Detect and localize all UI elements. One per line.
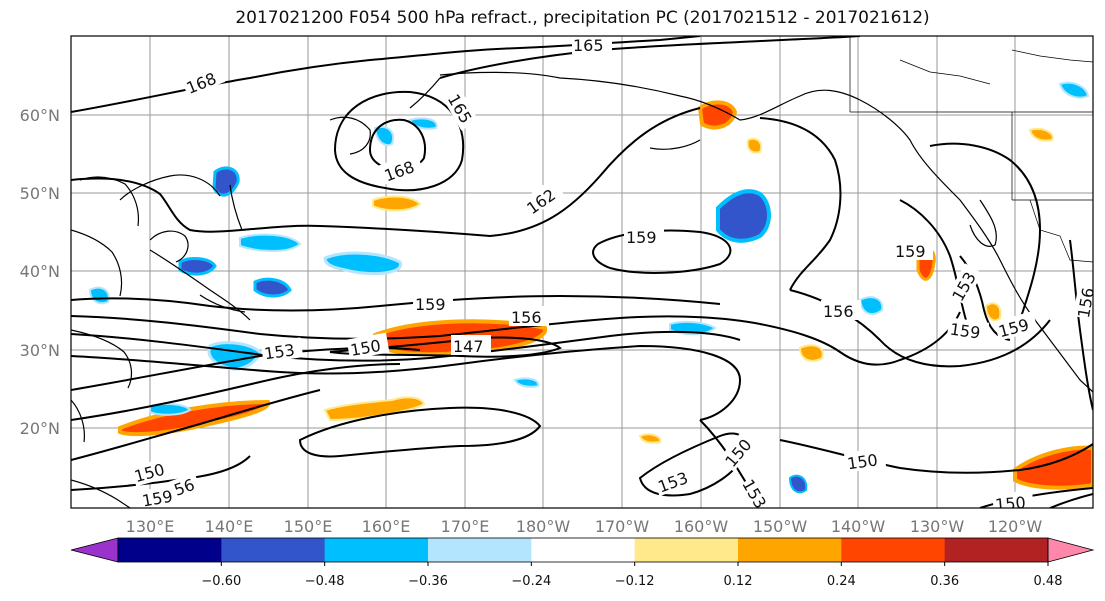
contour-153-south bbox=[71, 389, 321, 461]
contour-label: 150 bbox=[994, 493, 1026, 515]
contour-150 bbox=[71, 344, 742, 421]
colorbar-extend-min bbox=[70, 537, 119, 563]
colorbar-bin bbox=[221, 538, 326, 562]
contour-label: 159 bbox=[626, 228, 657, 247]
precip-patch-negative bbox=[858, 296, 884, 316]
precip-patch-positive bbox=[372, 195, 422, 212]
colorbar-tick-label: 0.12 bbox=[724, 574, 753, 589]
map-area bbox=[71, 36, 1093, 508]
contour-162-east bbox=[759, 117, 842, 291]
contour-150-tongue bbox=[298, 406, 542, 458]
lon-label: 140°W bbox=[831, 517, 886, 536]
colorbar-tick-label: −0.60 bbox=[201, 574, 241, 589]
contour-label: 147 bbox=[453, 337, 484, 356]
lon-label: 150°W bbox=[753, 517, 808, 536]
contour-east-1 bbox=[759, 311, 961, 366]
contour-165-north bbox=[439, 36, 861, 79]
precip-patch-negative bbox=[253, 277, 292, 298]
colorbar-tick-label: −0.36 bbox=[408, 574, 448, 589]
lon-label: 130°W bbox=[910, 517, 965, 536]
latitude-labels: 60°N 50°N 40°N 30°N 20°N bbox=[20, 106, 60, 438]
colorbar-bin bbox=[118, 538, 222, 562]
contour-168-low bbox=[333, 90, 465, 192]
lon-label: 140°E bbox=[205, 517, 254, 536]
precip-patch-positive bbox=[746, 137, 762, 154]
contour-label: 165 bbox=[573, 36, 604, 55]
colorbar bbox=[70, 537, 1095, 563]
precip-patch-positive bbox=[697, 100, 738, 130]
lon-label: 160°W bbox=[674, 517, 729, 536]
contour-label: 159 bbox=[949, 320, 982, 343]
lat-label: 40°N bbox=[20, 262, 60, 281]
colorbar-bin bbox=[324, 538, 429, 562]
colorbar-bin bbox=[634, 538, 739, 562]
precip-patch-positive bbox=[798, 344, 824, 362]
contour-east-4 bbox=[929, 142, 1042, 321]
colorbar-bin bbox=[841, 538, 946, 562]
lon-label: 170°E bbox=[441, 517, 490, 536]
contour-label: 153 bbox=[263, 340, 296, 363]
contour-156 bbox=[71, 315, 761, 340]
precip-patch-negative bbox=[716, 189, 771, 243]
colorbar-bin bbox=[531, 538, 636, 562]
colorbar-tick-label: −0.12 bbox=[615, 574, 655, 589]
map-title: 2017021200 F054 500 hPa refract., precip… bbox=[235, 8, 930, 28]
colorbar-tick-labels: −0.60 −0.48 −0.36 −0.24 −0.12 0.12 0.24 0.36 0.4… bbox=[201, 562, 1063, 589]
longitude-labels: 130°E 140°E 150°E 160°E 170°E 180°W 170°… bbox=[126, 517, 1043, 536]
lon-label: 180°W bbox=[516, 517, 571, 536]
precip-patch-positive bbox=[1028, 128, 1054, 142]
contour-label: 156 bbox=[511, 308, 542, 327]
colorbar-tick-label: −0.48 bbox=[305, 574, 345, 589]
precip-patch-negative bbox=[788, 474, 808, 494]
colorbar-extend-max bbox=[1047, 537, 1095, 563]
precip-patch-negative bbox=[373, 126, 394, 146]
lon-label: 150°E bbox=[284, 517, 333, 536]
lat-label: 60°N bbox=[20, 106, 60, 125]
precip-patch-negative bbox=[1058, 81, 1090, 99]
colorbar-bin bbox=[944, 538, 1049, 562]
precip-patch-negative bbox=[513, 377, 540, 388]
lat-label: 20°N bbox=[20, 419, 60, 438]
contour-label: 156 bbox=[823, 302, 854, 321]
contour-east-5 bbox=[1069, 239, 1093, 411]
lon-label: 120°W bbox=[988, 517, 1043, 536]
contour-label: 159 bbox=[895, 242, 926, 261]
colorbar-bin bbox=[738, 538, 842, 562]
lon-label: 160°E bbox=[362, 517, 411, 536]
colorbar-frame bbox=[117, 537, 1049, 563]
precip-patch-positive bbox=[638, 433, 662, 444]
precip-patch-positive bbox=[984, 302, 1002, 322]
lon-label: 130°E bbox=[126, 517, 175, 536]
colorbar-tick-label: 0.36 bbox=[930, 574, 959, 589]
contour-label: 159 bbox=[415, 295, 446, 314]
coastlines bbox=[71, 71, 1093, 508]
lon-label: 170°W bbox=[595, 517, 650, 536]
lat-label: 30°N bbox=[20, 341, 60, 360]
contour-159-west bbox=[71, 294, 721, 312]
contour-165-low bbox=[368, 118, 426, 171]
contour-label: 156 bbox=[1074, 286, 1098, 319]
contour-153 bbox=[71, 330, 741, 362]
contour-label: 150 bbox=[846, 450, 879, 473]
borders bbox=[849, 36, 1093, 263]
colorbar-tick-label: 0.24 bbox=[827, 574, 856, 589]
contour-150-se2 bbox=[1049, 493, 1093, 508]
colorbar-tick-label: −0.24 bbox=[511, 574, 551, 589]
contour-label: 159 bbox=[141, 487, 174, 511]
precip-patch-negative bbox=[323, 251, 403, 276]
contour-147 bbox=[329, 336, 562, 358]
colorbar-tick-label: 0.48 bbox=[1034, 574, 1063, 589]
precip-patch-positive bbox=[1013, 445, 1093, 490]
map-frame bbox=[70, 35, 1094, 509]
precip-patch-negative bbox=[239, 233, 302, 252]
colorbar-bin bbox=[428, 538, 532, 562]
contour-150-south bbox=[71, 363, 401, 421]
lat-label: 50°N bbox=[20, 184, 60, 203]
contour-150-right bbox=[779, 439, 1093, 474]
contour-162 bbox=[71, 107, 701, 238]
precip-patch-negative bbox=[178, 257, 217, 276]
